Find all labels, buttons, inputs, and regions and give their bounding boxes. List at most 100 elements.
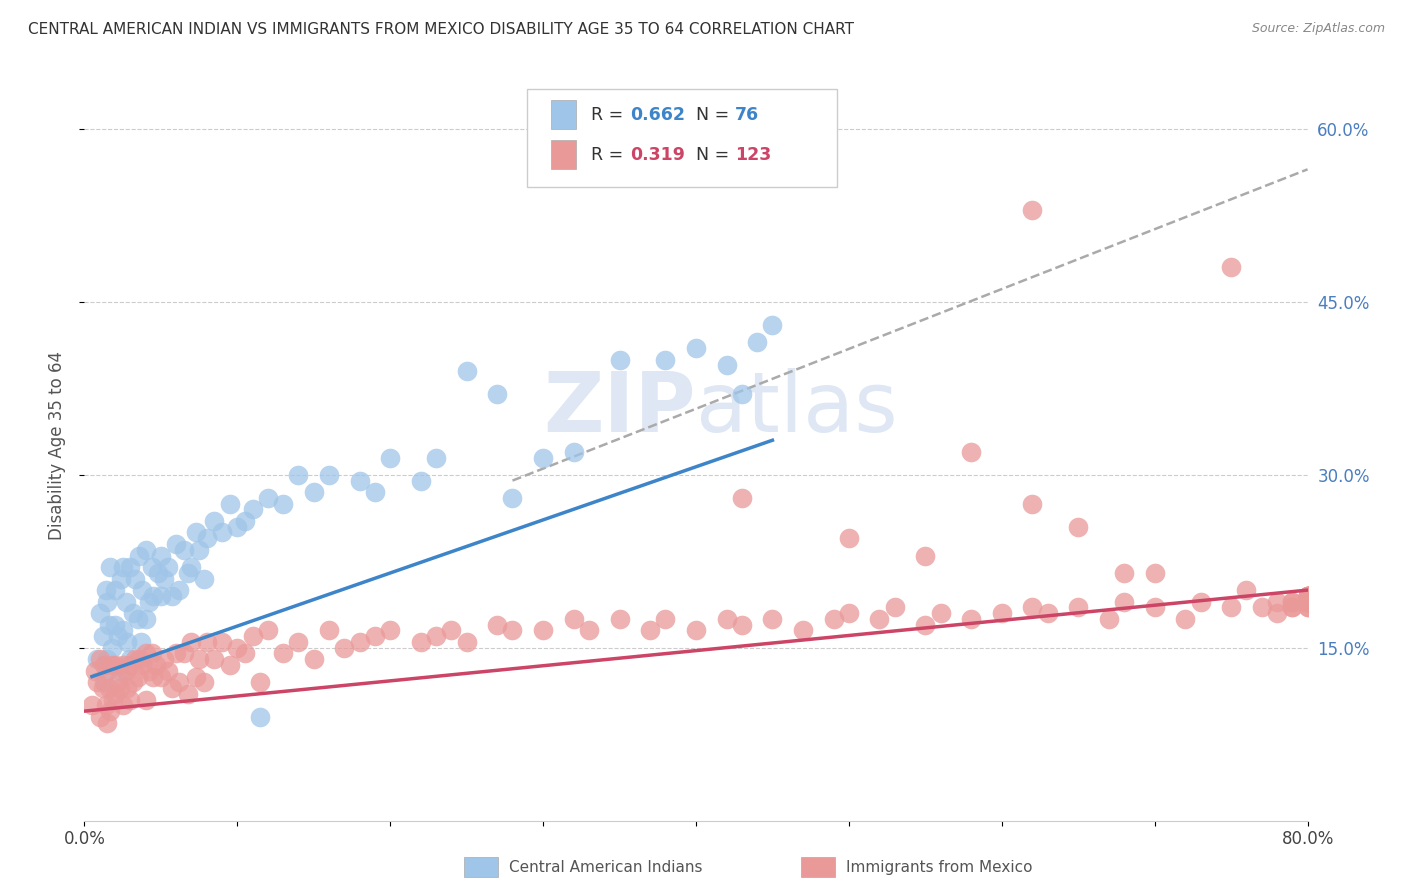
Point xyxy=(167,675,190,690)
Point xyxy=(138,594,160,608)
Point xyxy=(193,572,215,586)
Point xyxy=(287,467,309,482)
Point xyxy=(124,652,146,666)
Point xyxy=(124,572,146,586)
Point xyxy=(180,560,202,574)
Point xyxy=(167,583,190,598)
Point xyxy=(456,635,478,649)
Point xyxy=(149,589,172,603)
Point xyxy=(1281,594,1303,608)
Point xyxy=(91,629,114,643)
Point xyxy=(562,444,585,458)
Point xyxy=(914,549,936,563)
Point xyxy=(1296,594,1319,608)
Point xyxy=(685,341,707,355)
Point xyxy=(120,692,142,706)
Point xyxy=(349,474,371,488)
Point xyxy=(960,612,983,626)
Point xyxy=(838,531,860,545)
Point xyxy=(960,444,983,458)
Text: R =: R = xyxy=(591,145,628,164)
Point xyxy=(233,647,256,661)
Point xyxy=(257,491,280,505)
Point xyxy=(107,675,129,690)
Point xyxy=(1036,606,1059,620)
Point xyxy=(89,710,111,724)
Point xyxy=(165,647,187,661)
Point xyxy=(1296,589,1319,603)
Point xyxy=(1098,612,1121,626)
Point xyxy=(188,652,211,666)
Point xyxy=(101,658,124,673)
Point xyxy=(111,698,134,713)
Point xyxy=(129,635,152,649)
Point xyxy=(883,600,905,615)
Point xyxy=(1281,594,1303,608)
Text: Immigrants from Mexico: Immigrants from Mexico xyxy=(846,860,1033,874)
Point xyxy=(111,624,134,638)
Point xyxy=(184,669,207,683)
Point xyxy=(1021,600,1043,615)
Point xyxy=(91,681,114,695)
Point xyxy=(792,624,814,638)
Text: 0.319: 0.319 xyxy=(630,145,685,164)
Point xyxy=(1220,260,1243,275)
Point xyxy=(364,485,387,500)
Text: ZIP: ZIP xyxy=(544,368,696,449)
Point xyxy=(108,664,131,678)
Point xyxy=(486,617,509,632)
Point xyxy=(991,606,1014,620)
Point xyxy=(761,612,783,626)
Point xyxy=(1296,589,1319,603)
Point xyxy=(180,635,202,649)
Point xyxy=(193,675,215,690)
Point xyxy=(242,502,264,516)
Text: Source: ZipAtlas.com: Source: ZipAtlas.com xyxy=(1251,22,1385,36)
Point xyxy=(1067,519,1090,533)
Point xyxy=(160,681,183,695)
Point xyxy=(146,566,169,580)
Point xyxy=(141,647,163,661)
Text: CENTRAL AMERICAN INDIAN VS IMMIGRANTS FROM MEXICO DISABILITY AGE 35 TO 64 CORREL: CENTRAL AMERICAN INDIAN VS IMMIGRANTS FR… xyxy=(28,22,853,37)
Point xyxy=(226,519,249,533)
Point xyxy=(218,497,240,511)
Point xyxy=(1114,594,1136,608)
Point xyxy=(157,560,180,574)
Point xyxy=(104,583,127,598)
Point xyxy=(1296,589,1319,603)
Point xyxy=(869,612,891,626)
Point xyxy=(115,681,138,695)
Point xyxy=(131,658,153,673)
Point xyxy=(249,675,271,690)
Point xyxy=(142,589,165,603)
Point xyxy=(1296,589,1319,603)
Point xyxy=(120,560,142,574)
Point xyxy=(138,664,160,678)
Point xyxy=(111,560,134,574)
Point xyxy=(1265,594,1288,608)
Point xyxy=(914,617,936,632)
Point xyxy=(1296,594,1319,608)
Point xyxy=(120,658,142,673)
Y-axis label: Disability Age 35 to 64: Disability Age 35 to 64 xyxy=(48,351,66,541)
Point xyxy=(425,629,447,643)
Point xyxy=(838,606,860,620)
Point xyxy=(302,652,325,666)
Point xyxy=(456,364,478,378)
Point xyxy=(1114,566,1136,580)
Point xyxy=(609,352,631,367)
Point xyxy=(131,583,153,598)
Point xyxy=(823,612,845,626)
Point xyxy=(1220,600,1243,615)
Point xyxy=(202,652,225,666)
Point xyxy=(104,687,127,701)
Point xyxy=(1236,583,1258,598)
Point xyxy=(120,652,142,666)
Point xyxy=(1281,600,1303,615)
Point xyxy=(122,675,145,690)
Point xyxy=(149,549,172,563)
Point xyxy=(1067,600,1090,615)
Point xyxy=(271,647,294,661)
Point xyxy=(1250,600,1272,615)
Point xyxy=(104,617,127,632)
